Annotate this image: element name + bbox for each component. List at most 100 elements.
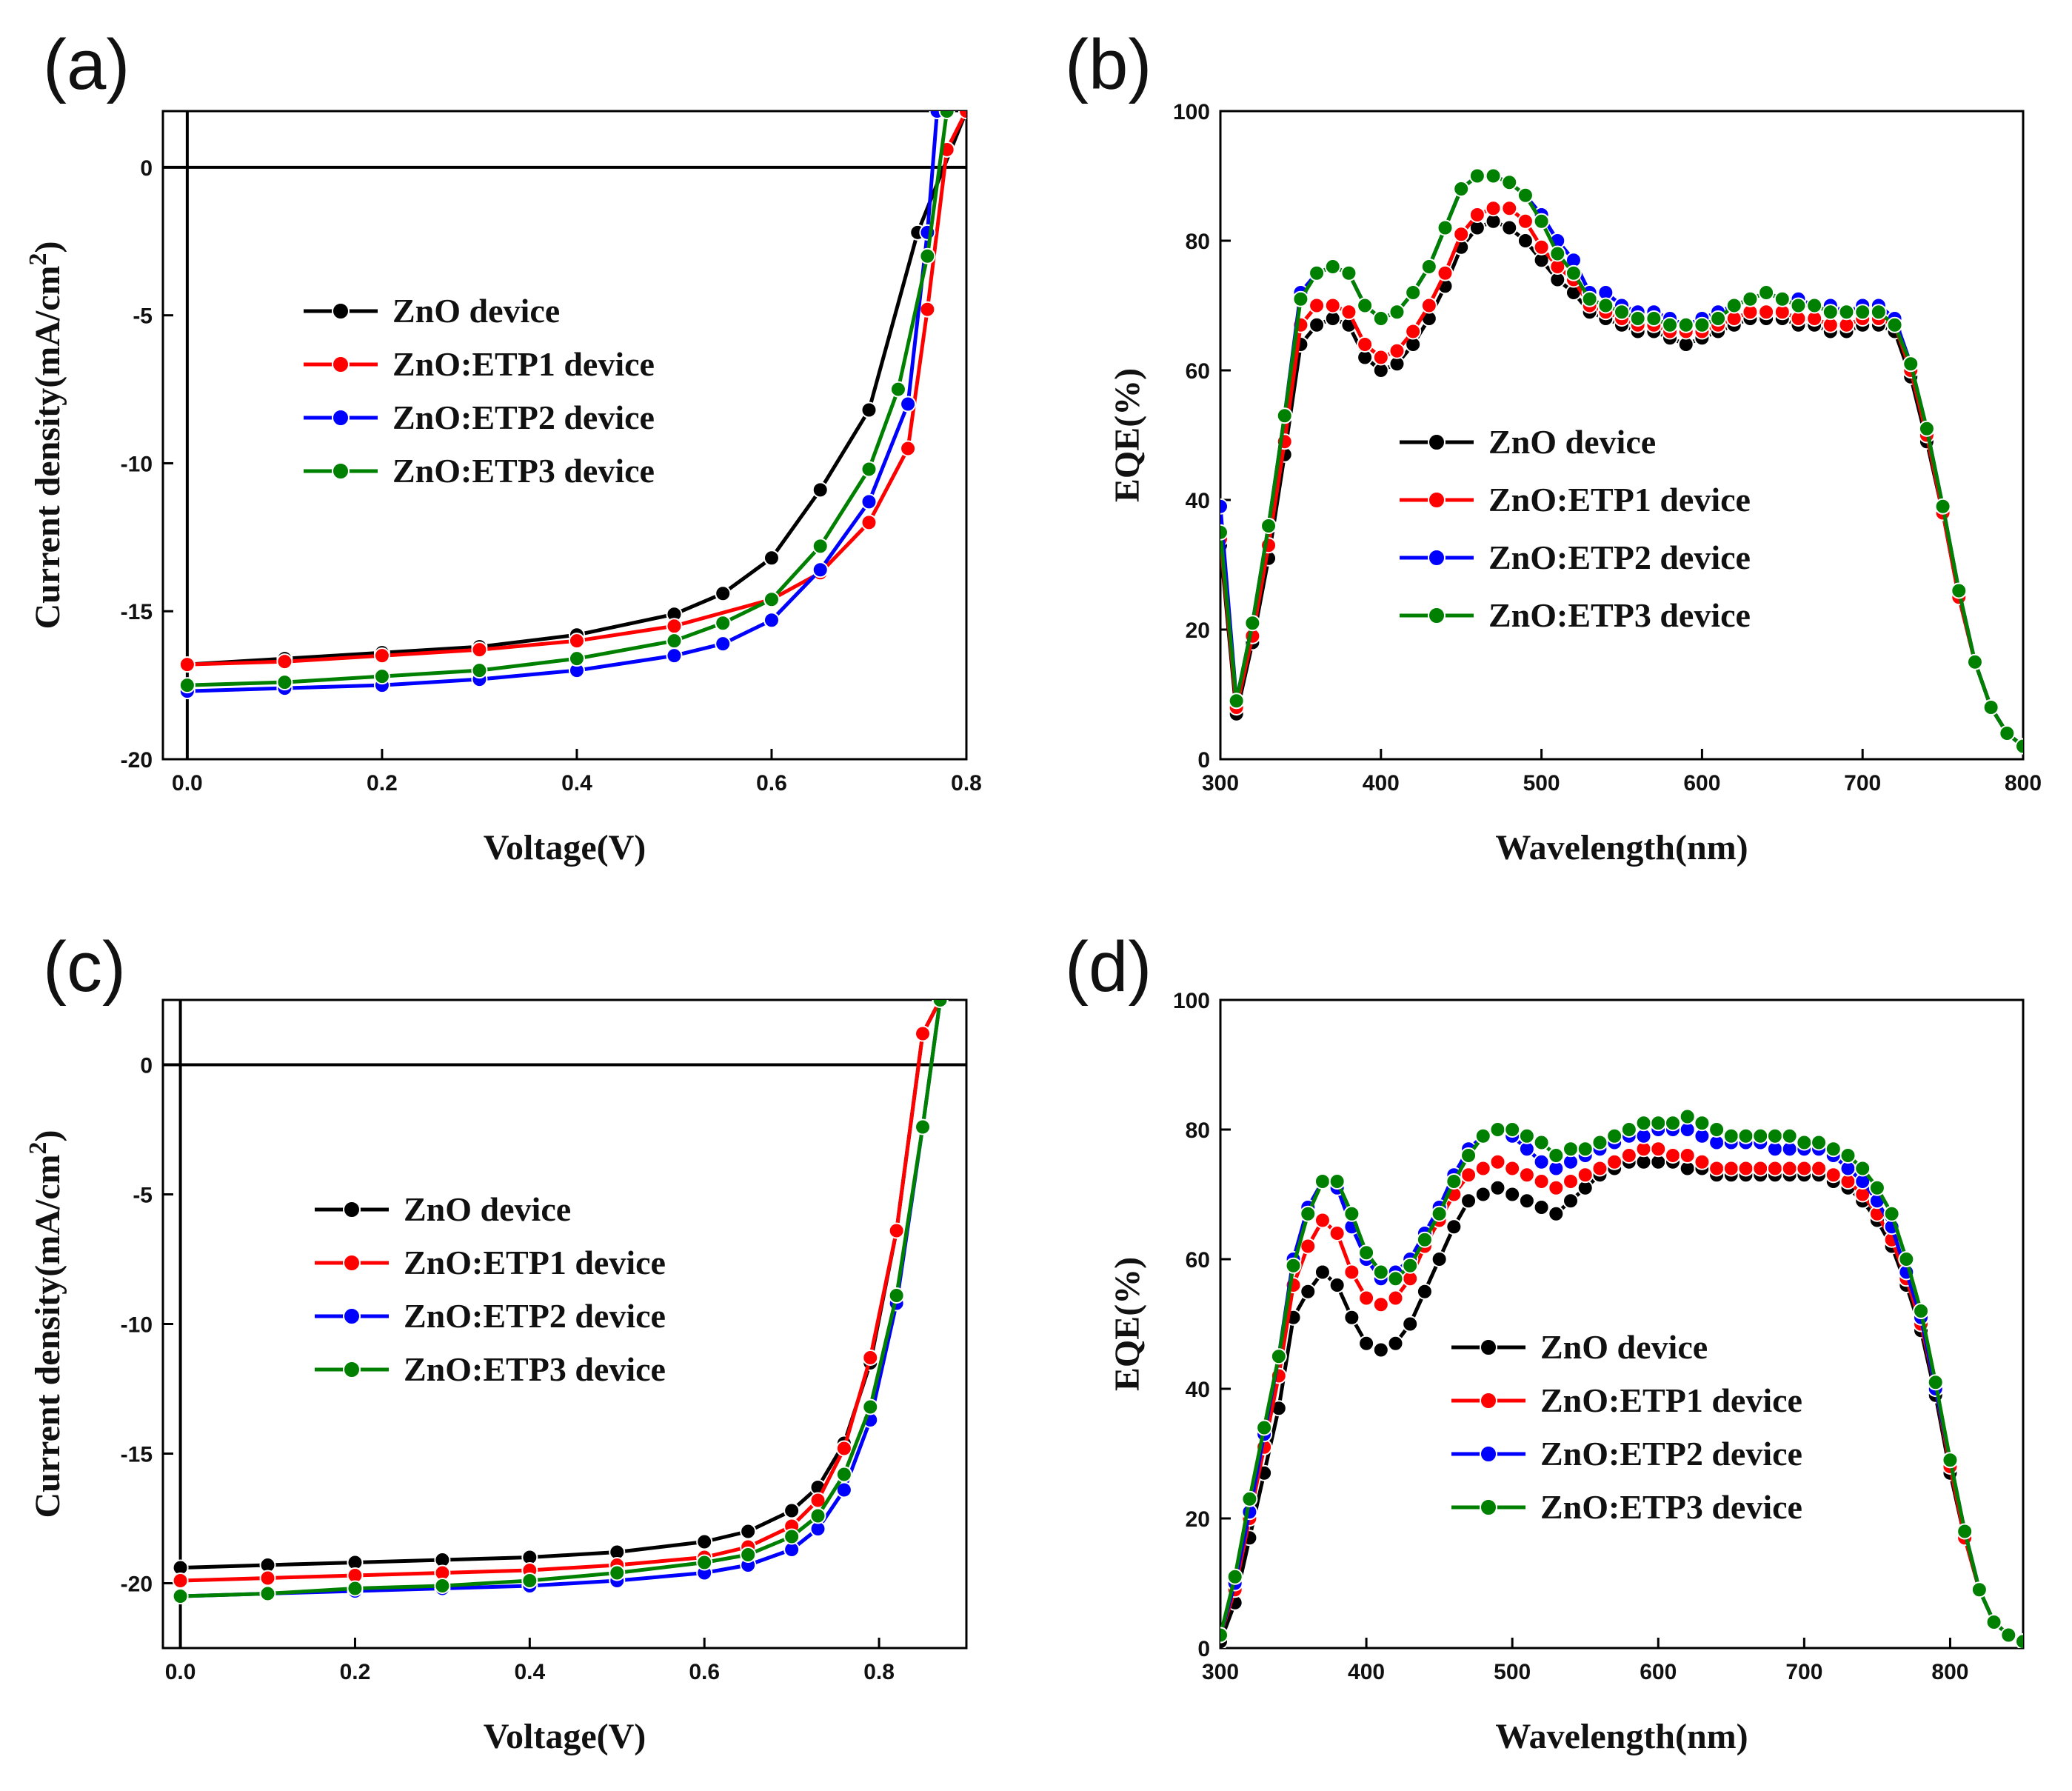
data-point (1517, 213, 1534, 230)
x-tick-label: 600 (1640, 1660, 1677, 1684)
legend-marker (332, 356, 350, 373)
data-point (1694, 1153, 1711, 1170)
data-point (172, 1588, 189, 1604)
series-group (1220, 167, 2023, 755)
y-tick-label: -15 (121, 600, 153, 624)
data-point (1985, 1614, 2002, 1630)
legend-label: ZnO:ETP3 device (1488, 596, 1751, 634)
y-axis-title-text: Current density(mA/cm (28, 1154, 67, 1518)
data-point (1951, 582, 1968, 599)
data-point (1420, 259, 1437, 275)
series-group (178, 111, 966, 700)
x-axis-title: Wavelength(nm) (1495, 1717, 1748, 1756)
data-point (1474, 1127, 1491, 1144)
data-point (1966, 653, 1983, 670)
series-zno-device (172, 1000, 949, 1576)
legend-item: ZnO device (315, 1190, 571, 1228)
panel-letter: (a) (43, 25, 130, 104)
data-point (860, 493, 878, 510)
x-tick-label: 300 (1202, 771, 1239, 796)
data-point (1650, 1141, 1667, 1158)
data-point (1796, 1134, 1813, 1151)
series-zno-etp2-device (1220, 167, 2023, 755)
data-point (1825, 1141, 1842, 1158)
data-point (938, 111, 955, 119)
data-point (1437, 264, 1454, 281)
data-point (1309, 297, 1326, 314)
series-zno-etp3-device (172, 1000, 949, 1604)
y-tick-label: 60 (1186, 359, 1210, 384)
data-point (1677, 316, 1694, 333)
data-point (1314, 1212, 1331, 1229)
data-point (1902, 356, 1919, 373)
y-tick-label: -10 (121, 1313, 153, 1338)
legend-label: ZnO:ETP2 device (404, 1297, 666, 1335)
data-point (1387, 1335, 1404, 1352)
series-zno-etp3-device (178, 111, 955, 694)
data-point (1737, 1160, 1754, 1177)
data-point (1533, 1199, 1550, 1215)
data-point (1806, 297, 1823, 314)
data-point (1300, 1205, 1317, 1222)
data-point (521, 1572, 538, 1589)
data-point (1416, 1231, 1433, 1248)
data-point (1971, 1581, 1988, 1598)
data-point (1758, 304, 1775, 321)
y-tick-label: 0 (140, 1054, 153, 1078)
data-point (1766, 1160, 1783, 1177)
data-point (1358, 1290, 1375, 1307)
data-point (1999, 725, 2016, 741)
legend-item: ZnO:ETP2 device (304, 398, 655, 436)
data-point (1591, 1160, 1608, 1177)
data-point (715, 585, 732, 602)
data-point (1781, 1127, 1798, 1144)
data-point (763, 612, 780, 629)
data-point (1460, 1193, 1477, 1210)
series-line (180, 1000, 942, 1583)
y-tick-label: 100 (1173, 989, 1210, 1013)
data-point (172, 1572, 189, 1589)
legend-item: ZnO:ETP3 device (315, 1350, 666, 1388)
legend-marker (1428, 607, 1446, 624)
data-point (1276, 407, 1293, 424)
legend: ZnO device ZnO:ETP1 device ZnO:ETP2 device… (315, 1190, 666, 1388)
x-tick-label: 0.4 (514, 1660, 545, 1684)
legend-marker (343, 1254, 361, 1272)
legend-item: ZnO:ETP3 device (304, 452, 655, 490)
data-point (1838, 304, 1855, 321)
data-point (1742, 290, 1759, 307)
data-point (1629, 310, 1646, 327)
legend-item: ZnO:ETP2 device (1400, 538, 1751, 576)
data-point (1468, 207, 1486, 223)
legend-label: ZnO device (1488, 423, 1656, 461)
legend-item: ZnO:ETP3 device (1400, 596, 1751, 634)
data-point (1372, 1341, 1389, 1358)
y-tick-label: -15 (121, 1443, 153, 1467)
series-group (172, 1000, 949, 1604)
x-tick-label: 400 (1363, 771, 1400, 796)
data-point (1811, 1160, 1828, 1177)
data-point (889, 381, 906, 398)
series-zno-etp1-device (178, 111, 966, 673)
y-tick-label: 20 (1186, 618, 1210, 643)
data-point (1314, 1173, 1331, 1190)
legend-label: ZnO:ETP2 device (1488, 538, 1751, 576)
legend-marker (1480, 1445, 1497, 1463)
data-point (958, 111, 966, 119)
legend-marker (1428, 491, 1446, 509)
data-point (783, 1528, 801, 1545)
legend-marker (343, 1307, 361, 1325)
data-point (434, 1578, 451, 1594)
data-point (1606, 1153, 1623, 1170)
legend-marker (1480, 1498, 1497, 1516)
y-tick-label: -10 (121, 452, 153, 476)
data-point (1431, 1205, 1448, 1222)
plot-frame (1219, 110, 2025, 761)
data-point (1387, 1270, 1404, 1287)
data-point (1300, 1283, 1317, 1300)
x-tick-label: 500 (1523, 771, 1560, 796)
data-point (915, 1025, 932, 1042)
data-point (1650, 1115, 1667, 1132)
y-axis-title-text: EQE(%) (1108, 1257, 1147, 1391)
data-point (1340, 264, 1357, 281)
